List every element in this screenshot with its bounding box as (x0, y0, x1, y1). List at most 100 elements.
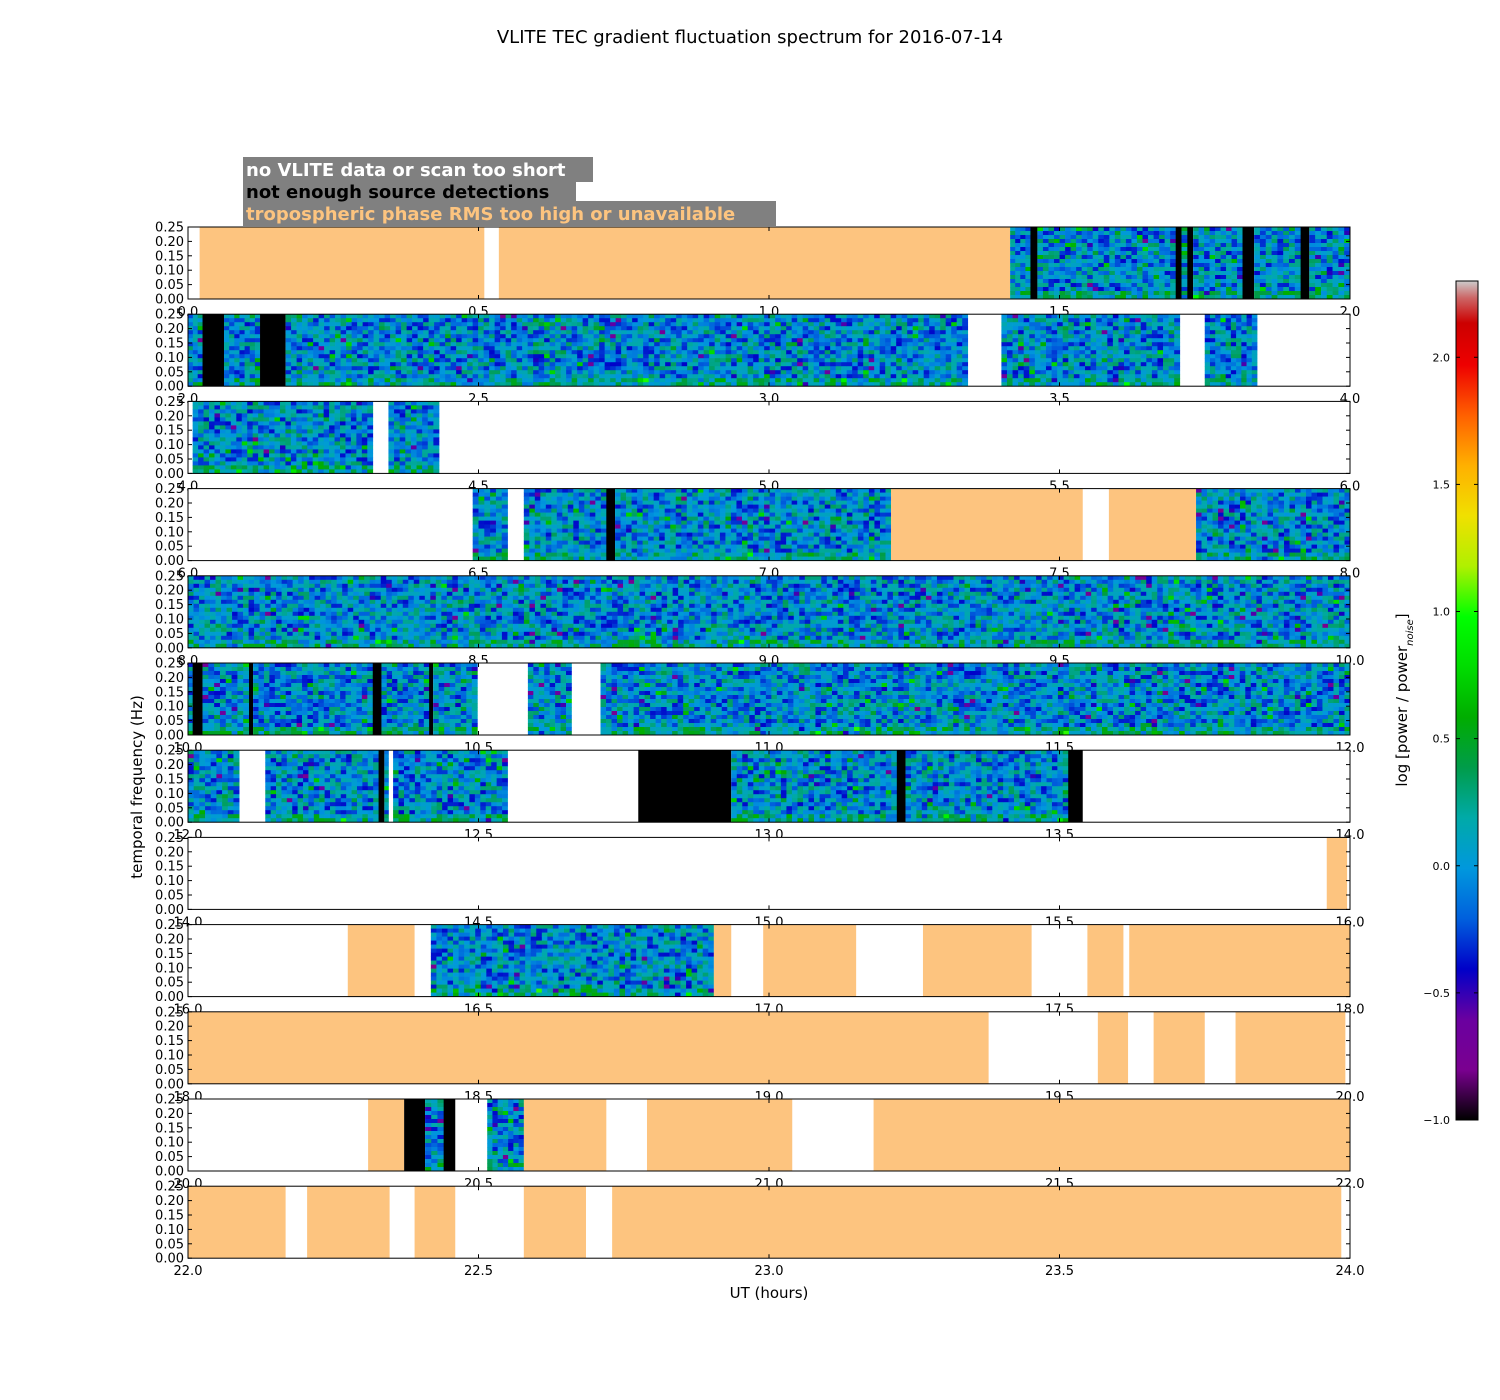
heatmap-cell (1018, 314, 1025, 319)
heatmap-cell (394, 453, 401, 458)
heatmap-cell (1230, 322, 1237, 327)
heatmap-cell (467, 354, 473, 359)
heatmap-cell (285, 326, 292, 331)
heatmap-cell (302, 354, 308, 359)
heatmap-cell (632, 318, 639, 323)
heatmap-cell (1118, 350, 1125, 355)
heatmap-cell (610, 354, 616, 359)
heatmap-cell (934, 322, 941, 327)
heatmap-cell (239, 342, 245, 347)
panel-2: 0.000.050.100.150.200.252.0 2.5 3.0 3.5 4.0 (155, 308, 1360, 408)
heatmap-cell (1164, 259, 1171, 264)
heatmap-cell (819, 350, 826, 355)
heatmap-cell (225, 445, 232, 450)
heatmap-cell (230, 453, 237, 458)
heatmap-cell (433, 417, 440, 422)
heatmap-cell (395, 318, 402, 323)
heatmap-cell (1042, 271, 1049, 276)
heatmap-cell (340, 358, 347, 363)
heatmap-cell (1006, 346, 1013, 351)
heatmap-cell (1237, 263, 1243, 268)
heatmap-cell (434, 334, 440, 339)
heatmap-cell (863, 338, 870, 343)
heatmap-cell (456, 374, 462, 379)
heatmap-cell (912, 374, 919, 379)
heatmap-cell (1125, 255, 1132, 260)
heatmap-cell (1159, 263, 1165, 268)
heatmap-cell (1215, 259, 1221, 264)
heatmap-cell (824, 374, 831, 379)
heatmap-cell (1153, 235, 1160, 240)
heatmap-cell (406, 334, 413, 339)
heatmap-cell (241, 449, 248, 454)
heatmap-cell (340, 433, 346, 438)
heatmap-cell (923, 370, 930, 375)
heatmap-cell (1079, 318, 1086, 323)
heatmap-cell (1092, 295, 1099, 300)
heatmap-cell (780, 326, 787, 331)
heatmap-cell (709, 322, 716, 327)
heatmap-cell (615, 362, 622, 367)
heatmap-cell (874, 366, 881, 371)
heatmap-cell (1146, 382, 1153, 387)
heatmap-cell (1065, 263, 1071, 268)
heatmap-cell (1023, 354, 1030, 359)
heatmap-cell (604, 374, 611, 379)
heatmap-cell (1174, 338, 1181, 343)
heatmap-cell (188, 366, 194, 371)
heatmap-cell (692, 314, 699, 319)
heatmap-cell (373, 342, 380, 347)
heatmap-cell (1010, 247, 1016, 252)
heatmap-cell (258, 465, 264, 470)
heatmap-cell (296, 322, 303, 327)
heatmap-cell (406, 354, 413, 359)
heatmap-cell (335, 350, 341, 355)
heatmap-cell (1090, 334, 1097, 339)
heatmap-cell (1062, 326, 1069, 331)
heatmap-cell (241, 421, 248, 426)
heatmap-cell (296, 366, 303, 371)
heatmap-cell (313, 362, 319, 367)
heatmap-cell (582, 350, 589, 355)
heatmap-cell (1120, 235, 1127, 240)
heatmap-cell (1236, 366, 1242, 371)
heatmap-cell (1288, 291, 1296, 296)
heatmap-cell (472, 322, 479, 327)
heatmap-cell (335, 374, 341, 379)
heatmap-cell (1246, 350, 1253, 355)
heatmap-cell (467, 378, 473, 383)
heatmap-cell (296, 405, 303, 410)
heatmap-cell (450, 358, 457, 363)
heatmap-cell (841, 370, 848, 375)
panels: 0.000.050.100.150.200.250.0 0.5 1.0 1.5 2.00… (155, 221, 1364, 1280)
heatmap-cell (439, 338, 446, 343)
heatmap-cell (1034, 346, 1041, 351)
heatmap-cell (192, 326, 199, 331)
heatmap-cell (764, 374, 771, 379)
heatmap-cell (345, 409, 352, 414)
heatmap-cell (1090, 342, 1097, 347)
heatmap-cell (1018, 354, 1025, 359)
heatmap-cell (1025, 275, 1031, 280)
heatmap-cell (433, 433, 440, 438)
heatmap-cell (665, 330, 672, 335)
heatmap-cell (1034, 318, 1041, 323)
heatmap-cell (544, 342, 550, 347)
heatmap-cell (1006, 322, 1013, 327)
heatmap-cell (356, 441, 363, 446)
heatmap-cell (698, 378, 705, 383)
heatmap-cell (1085, 314, 1091, 319)
heatmap-cell (234, 314, 240, 319)
heatmap-cell (896, 334, 903, 339)
heatmap-cell (791, 322, 798, 327)
heatmap-cell (1198, 283, 1205, 288)
heatmap-cell (1241, 382, 1247, 387)
heatmap-cell (500, 354, 506, 359)
heatmap-cell (648, 382, 655, 387)
heatmap-cell (857, 342, 864, 347)
heatmap-cell (405, 445, 412, 450)
heatmap-cell (399, 441, 406, 446)
heatmap-cell (302, 370, 308, 375)
heatmap-cell (1051, 366, 1058, 371)
heatmap-cell (813, 334, 820, 339)
